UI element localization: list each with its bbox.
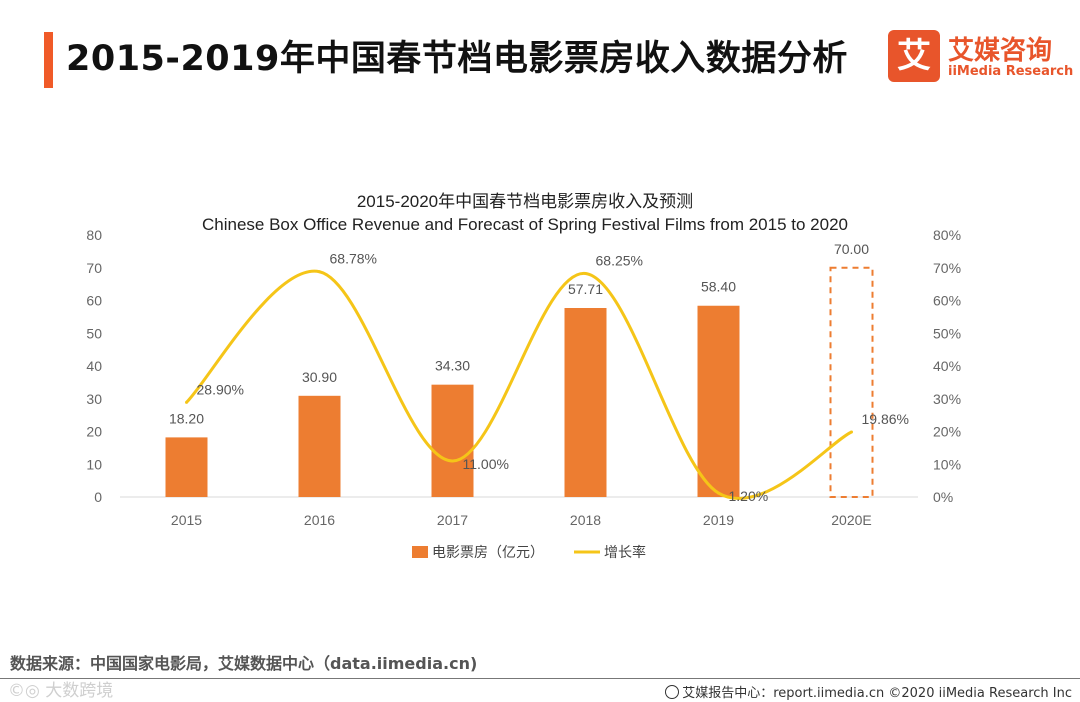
growth-rate-label: 68.78%: [330, 251, 377, 267]
box-office-chart: 2015-2020年中国春节档电影票房收入及预测 Chinese Box Off…: [86, 192, 961, 560]
bar-value-label: 58.40: [701, 279, 736, 295]
y-left-tick-label: 30: [86, 391, 102, 407]
growth-rate-point: [451, 459, 454, 463]
report-center-footer: 艾媒报告中心：report.iimedia.cn ©2020 iiMedia R…: [665, 682, 1072, 701]
logo-name-cn: 艾媒咨询: [948, 36, 1053, 66]
logo-mark: 艾: [888, 30, 940, 82]
growth-rate-point: [584, 271, 587, 275]
growth-rate-point: [850, 430, 853, 434]
y-right-tick-label: 0%: [933, 489, 953, 505]
growth-rate-label: 1.20%: [729, 488, 769, 504]
y-right-tick-label: 40%: [933, 358, 961, 374]
y-left-tick-label: 80: [86, 227, 102, 243]
report-center-text: 艾媒报告中心：report.iimedia.cn ©2020 iiMedia R…: [682, 686, 1072, 701]
data-source-note: 数据来源：中国国家电影局，艾媒数据中心（data.iimedia.cn): [10, 654, 478, 673]
forecast-bar: [829, 266, 874, 498]
revenue-bar: [431, 384, 474, 497]
growth-rate-point: [717, 491, 720, 495]
bar-value-label: 57.71: [568, 281, 603, 297]
x-tick-label: 2019: [703, 512, 734, 528]
chart-title: 2015-2020年中国春节档电影票房收入及预测: [357, 192, 693, 211]
growth-rate-point: [185, 400, 188, 404]
footer-divider: [0, 678, 1080, 679]
x-tick-label: 2018: [570, 512, 601, 528]
x-tick-label: 2017: [437, 512, 468, 528]
revenue-bar: [697, 305, 740, 497]
growth-rate-label: 19.86%: [862, 411, 909, 427]
y-left-tick-label: 0: [94, 489, 102, 505]
growth-rate-label: 28.90%: [197, 381, 244, 397]
growth-rate-point: [318, 270, 321, 274]
x-tick-label: 2020E: [831, 512, 871, 528]
legend-line-label: 增长率: [604, 544, 646, 560]
bar-value-label: 30.90: [302, 369, 337, 385]
y-right-tick-label: 10%: [933, 456, 961, 472]
revenue-bar: [165, 437, 208, 497]
growth-rate-line: [185, 269, 853, 501]
chart-legend: 电影票房（亿元） 增长率: [412, 544, 646, 560]
globe-icon: [665, 685, 680, 699]
y-right-tick-label: 60%: [933, 293, 961, 309]
y-left-tick-label: 20: [86, 424, 102, 440]
iimedia-logo[interactable]: 艾 艾媒咨询 iiMedia Research: [888, 30, 1073, 86]
bar-value-label: 34.30: [435, 358, 470, 374]
legend-bar-swatch: [412, 546, 428, 558]
y-left-tick-label: 10: [86, 456, 102, 472]
revenue-bar: [564, 307, 607, 497]
y-right-tick-label: 30%: [933, 391, 961, 407]
x-tick-label: 2016: [304, 512, 335, 528]
growth-rate-label: 11.00%: [463, 456, 509, 472]
y-left-tick-label: 50: [86, 325, 102, 341]
y-left-tick-label: 40: [86, 358, 102, 374]
y-right-tick-label: 20%: [933, 424, 961, 440]
logo-name-en: iiMedia Research: [948, 64, 1074, 79]
chart-subtitle: Chinese Box Office Revenue and Forecast …: [202, 215, 848, 234]
x-tick-label: 2015: [171, 512, 202, 528]
y-right-tick-label: 50%: [933, 325, 961, 341]
revenue-bar: [298, 395, 341, 497]
y-left-tick-label: 60: [86, 293, 102, 309]
bar-value-label: 70.00: [834, 241, 869, 257]
watermark: ©◎ 大数跨境: [8, 681, 114, 701]
page-title: 2015-2019年中国春节档电影票房收入数据分析: [66, 39, 848, 79]
growth-rate-label: 68.25%: [596, 252, 643, 268]
y-right-tick-label: 80%: [933, 227, 961, 243]
bar-value-label: 18.20: [169, 410, 204, 426]
legend-bar-label: 电影票房（亿元）: [432, 544, 544, 560]
title-accent-bar: [44, 32, 53, 88]
y-right-tick-label: 70%: [933, 260, 961, 276]
y-left-tick-label: 70: [86, 260, 102, 276]
